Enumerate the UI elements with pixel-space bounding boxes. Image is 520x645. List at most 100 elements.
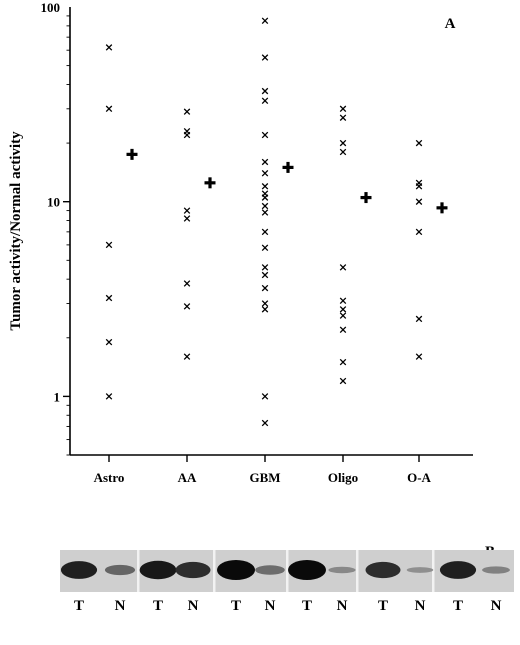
x-tick-label: Astro: [94, 470, 125, 485]
data-point-x-marker: [261, 419, 269, 427]
mean-plus-marker: [204, 177, 216, 189]
marker-stroke: [261, 97, 269, 105]
blot-band: [439, 561, 477, 579]
data-point-x-marker: [339, 306, 347, 313]
data-point-x-marker: [339, 358, 347, 366]
marker-stroke: [105, 393, 113, 400]
data-point-x-marker: [183, 303, 191, 310]
blot-band: [406, 567, 434, 573]
data-point-x-marker: [261, 271, 269, 279]
lane-label: N: [265, 598, 276, 614]
data-point-x-marker: [105, 393, 113, 400]
marker-stroke: [261, 158, 269, 166]
marker-stroke: [339, 148, 347, 156]
data-point-x-marker: [339, 297, 347, 304]
x-tick-label: Oligo: [328, 470, 358, 485]
data-point-x-marker: [105, 44, 113, 51]
data-point-x-marker: [105, 294, 113, 302]
data-point-x-marker: [339, 326, 347, 333]
blot-band: [104, 564, 136, 576]
marker-stroke: [261, 202, 269, 210]
data-point-x-marker: [339, 139, 347, 147]
marker-stroke: [415, 198, 423, 205]
data-point-x-marker: [261, 183, 269, 190]
data-point-x-marker: [415, 315, 423, 323]
data-point-x-marker: [339, 114, 347, 121]
data-point-x-marker: [415, 353, 423, 360]
blot-band: [365, 561, 401, 579]
data-point-x-marker: [261, 228, 269, 236]
blot-band: [60, 561, 98, 579]
marker-stroke: [105, 105, 113, 113]
chart-panel-a: 1 10 100 Tumor activity/Normal activity A Ast…: [8, 0, 473, 485]
marker-stroke: [339, 326, 347, 333]
blot-band: [255, 565, 285, 575]
marker-stroke: [339, 306, 347, 313]
data-point-x-marker: [261, 264, 269, 271]
lane-label: N: [188, 598, 199, 614]
lane-label: T: [153, 598, 163, 614]
data-point-x-marker: [105, 105, 113, 113]
y-tick-label: 10: [47, 195, 60, 210]
marker-stroke: [261, 17, 269, 25]
data-point-x-marker: [261, 244, 269, 252]
lane-label: N: [491, 598, 502, 614]
data-point-x-marker: [183, 108, 191, 115]
marker-stroke: [339, 312, 347, 319]
mean-plus-marker: [126, 148, 138, 160]
blot-band: [217, 560, 255, 580]
data-point-x-marker: [339, 377, 347, 385]
data-point-x-marker: [183, 207, 191, 214]
blot-band: [482, 566, 510, 574]
blot-divider: [213, 550, 216, 592]
marker-stroke: [261, 209, 269, 216]
marker-stroke: [183, 280, 191, 287]
data-point-x-marker: [183, 131, 191, 139]
data-point-x-marker: [183, 280, 191, 287]
y-axis-title: Tumor activity/Normal activity: [8, 131, 24, 331]
data-point-x-marker: [261, 300, 269, 307]
marker-stroke: [415, 139, 423, 147]
blot-divider: [137, 550, 140, 592]
x-tick-label: GBM: [249, 470, 280, 485]
marker-stroke: [261, 131, 269, 139]
marker-stroke: [183, 303, 191, 310]
marker-stroke: [261, 419, 269, 427]
data-point-x-marker: [415, 139, 423, 147]
marker-stroke: [183, 215, 191, 222]
blot-band: [288, 560, 326, 580]
blot-band: [139, 560, 177, 580]
data-point-x-marker: [261, 209, 269, 216]
marker-stroke: [261, 284, 269, 292]
marker-stroke: [183, 108, 191, 115]
marker-stroke: [261, 271, 269, 279]
panel-label-a: A: [445, 16, 456, 32]
data-point-x-marker: [261, 17, 269, 25]
blot-divider: [356, 550, 359, 592]
marker-stroke: [261, 306, 269, 313]
data-point-x-marker: [339, 264, 347, 271]
blot-band: [328, 566, 356, 574]
data-point-x-marker: [261, 158, 269, 166]
western-blot-panel-b: BTNTNTNTNTNTN: [60, 544, 514, 614]
data-point-x-marker: [339, 105, 347, 113]
marker-stroke: [415, 228, 423, 236]
marker-stroke: [339, 358, 347, 366]
marker-stroke: [261, 264, 269, 271]
marker-stroke: [339, 139, 347, 147]
marker-stroke: [261, 300, 269, 307]
data-point-x-marker: [261, 202, 269, 210]
marker-stroke: [105, 294, 113, 302]
data-point-x-marker: [105, 241, 113, 249]
marker-stroke: [415, 353, 423, 360]
marker-stroke: [105, 241, 113, 249]
data-point-x-marker: [261, 284, 269, 292]
x-tick-label: O-A: [407, 470, 431, 485]
lane-label: T: [302, 598, 312, 614]
marker-stroke: [261, 183, 269, 190]
mean-plus-marker: [436, 202, 448, 214]
marker-stroke: [183, 207, 191, 214]
marker-stroke: [339, 297, 347, 304]
data-point-x-marker: [261, 97, 269, 105]
